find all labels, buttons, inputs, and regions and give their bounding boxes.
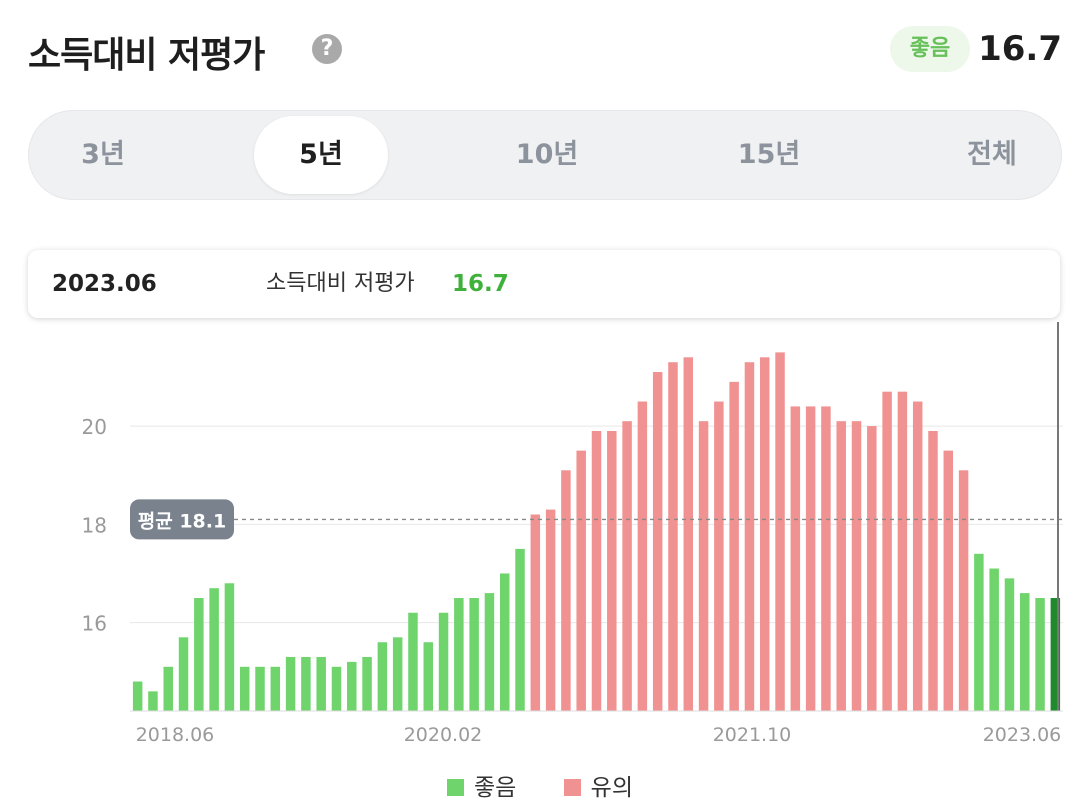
tooltip-label: 소득대비 저평가 <box>266 271 415 296</box>
bar <box>331 666 342 711</box>
tooltip-box: 2023.06 소득대비 저평가 16.7 <box>28 250 1060 318</box>
bar <box>239 666 250 711</box>
bar <box>775 352 785 711</box>
bar <box>484 593 495 711</box>
bar <box>316 656 326 711</box>
bar <box>255 666 265 711</box>
bar <box>591 430 602 711</box>
x-tick-label: 2020.02 <box>404 724 483 746</box>
page-title: 소득대비 저평가 <box>28 35 265 76</box>
bar <box>469 598 479 711</box>
tab-all[interactable]: 전체 <box>967 139 1017 170</box>
bar-chart[interactable]: 16 18 20 평균 18.1 2018.06 2020.02 2021.10 2023.0… <box>0 318 1080 758</box>
bar <box>515 548 525 711</box>
bar <box>1004 578 1015 711</box>
bar <box>530 514 541 711</box>
bar <box>178 637 189 711</box>
bar <box>989 568 999 711</box>
bar <box>561 470 571 711</box>
bar <box>148 691 158 711</box>
bar <box>408 612 418 711</box>
bar <box>224 583 235 711</box>
bar <box>805 406 816 711</box>
score-value: 16.7 <box>978 29 1062 69</box>
bar <box>760 357 770 711</box>
bar <box>958 470 969 711</box>
help-icon[interactable]: ? <box>312 34 342 64</box>
bar <box>194 598 204 711</box>
legend-label-good: 좋음 <box>474 775 517 801</box>
bar <box>622 421 632 711</box>
x-tick-label: 2018.06 <box>136 724 215 746</box>
tab-15y[interactable]: 15년 <box>737 139 801 170</box>
x-tick-label: 2021.10 <box>713 724 792 746</box>
period-tabs: 3년 5년 10년 15년 전체 <box>28 110 1062 200</box>
bar <box>867 426 877 711</box>
status-badge: 좋음 <box>890 26 970 72</box>
bar <box>607 430 617 711</box>
y-tick-label: 20 <box>82 415 107 439</box>
bar <box>209 588 219 711</box>
bar <box>851 421 862 711</box>
bar <box>423 642 433 711</box>
average-label: 평균 18.1 <box>138 510 226 532</box>
bar <box>1035 598 1045 711</box>
tab-3y[interactable]: 3년 <box>81 139 125 170</box>
bar <box>438 612 449 711</box>
legend-swatch-good <box>447 779 465 796</box>
bar <box>683 357 694 711</box>
bar <box>347 661 357 711</box>
y-tick-label: 16 <box>82 612 107 636</box>
legend-item-good[interactable]: 좋음 <box>447 768 516 802</box>
legend: 좋음 유의 <box>0 768 1080 802</box>
bar <box>637 401 648 711</box>
bar <box>668 362 678 711</box>
tab-5y[interactable]: 5년 <box>254 116 388 194</box>
bar <box>821 406 831 711</box>
bar <box>576 450 586 711</box>
bar <box>163 666 173 711</box>
bar <box>790 406 801 711</box>
tooltip-date: 2023.06 <box>52 271 157 297</box>
bar <box>362 656 372 711</box>
bar <box>270 666 281 711</box>
bar <box>928 430 938 711</box>
bar <box>377 642 388 711</box>
bar <box>912 401 923 711</box>
bar <box>1050 598 1061 711</box>
bar <box>882 391 892 711</box>
bar <box>652 372 663 711</box>
header: 소득대비 저평가 ? 좋음 16.7 <box>28 20 1062 76</box>
bar <box>698 421 709 711</box>
legend-label-caution: 유의 <box>590 775 633 801</box>
legend-swatch-caution <box>563 779 581 796</box>
bar <box>285 656 296 711</box>
bar <box>1020 593 1030 711</box>
bar <box>454 598 464 711</box>
bar <box>499 573 510 711</box>
bar <box>897 391 908 711</box>
bar <box>744 362 755 711</box>
bar <box>729 381 739 711</box>
bar <box>943 450 954 711</box>
legend-item-caution[interactable]: 유의 <box>563 768 633 802</box>
tab-10y[interactable]: 10년 <box>515 139 579 170</box>
bar <box>974 553 984 711</box>
bar <box>714 401 724 711</box>
x-tick-label: 2023.06 <box>983 724 1062 746</box>
tooltip-value: 16.7 <box>452 271 509 297</box>
bar <box>301 656 311 711</box>
bar <box>545 509 556 711</box>
average-badge <box>130 499 234 540</box>
y-tick-label: 18 <box>82 513 107 537</box>
bar <box>392 637 403 711</box>
bar <box>836 421 846 711</box>
bar <box>132 681 143 711</box>
